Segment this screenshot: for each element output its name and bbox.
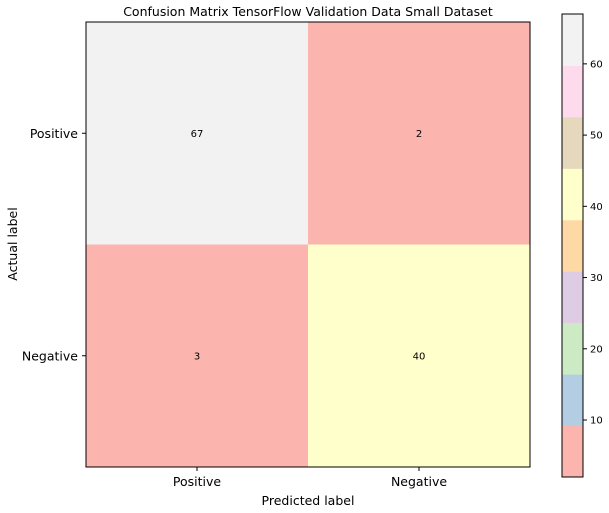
colorbar-segment xyxy=(562,425,583,478)
colorbar-tick-label: 30 xyxy=(590,273,603,284)
y-axis-ticks: Positive Negative xyxy=(22,126,86,363)
colorbar-segment xyxy=(562,219,583,272)
colorbar-ticks: 10 20 30 40 50 60 xyxy=(583,59,603,427)
matrix-cell xyxy=(86,22,308,245)
colorbar-tick-label: 50 xyxy=(590,131,603,142)
x-tick-label: Positive xyxy=(173,474,221,489)
x-axis-label: Predicted label xyxy=(262,493,355,508)
plot-frame xyxy=(85,21,531,468)
colorbar-segment xyxy=(562,168,583,221)
cell-value-label: 3 xyxy=(194,351,200,362)
colorbar-segment xyxy=(562,271,583,324)
colorbar-tick-label: 60 xyxy=(590,59,603,70)
matrix-cell xyxy=(308,244,530,467)
y-tick-label: Negative xyxy=(22,348,78,363)
colorbar-tick-label: 10 xyxy=(590,416,603,427)
colorbar xyxy=(561,13,584,478)
chart-title: Confusion Matrix TensorFlow Validation D… xyxy=(123,4,493,19)
colorbar-frame xyxy=(561,13,584,478)
colorbar-segment xyxy=(562,116,583,169)
cell-value-label: 67 xyxy=(191,129,204,140)
y-tick-label: Positive xyxy=(30,126,78,141)
matrix-cell-labels: 67 2 3 40 xyxy=(191,129,426,363)
colorbar-segment xyxy=(562,374,583,427)
y-axis-label: Actual label xyxy=(5,207,20,280)
colorbar-segment xyxy=(562,65,583,118)
cell-value-label: 2 xyxy=(416,129,422,140)
matrix-cells xyxy=(86,22,530,467)
cell-value-label: 40 xyxy=(413,351,426,362)
matrix-cell xyxy=(308,22,530,245)
colorbar-tick-label: 40 xyxy=(590,202,603,213)
matrix-cell xyxy=(86,244,308,467)
colorbar-tick-label: 20 xyxy=(590,344,603,355)
colorbar-segment xyxy=(562,322,583,375)
x-tick-label: Negative xyxy=(391,474,447,489)
colorbar-segment xyxy=(562,14,583,66)
x-axis-ticks: Positive Negative xyxy=(173,467,447,489)
